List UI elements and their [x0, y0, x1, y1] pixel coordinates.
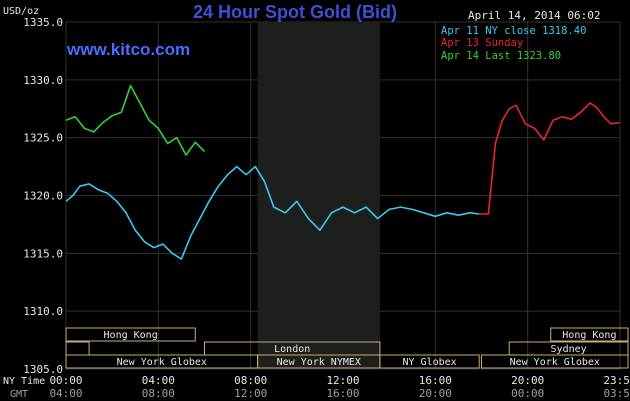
market-session-box [550, 327, 629, 342]
chart-title: 24 Hour Spot Gold (Bid) [193, 2, 397, 22]
x-tick-label-ny: 08:00 [234, 374, 267, 387]
market-session-box [65, 327, 196, 342]
market-session-label: New York Globex [510, 357, 600, 368]
legend-item-last: Apr 14 Last 1323.80 [441, 50, 561, 62]
market-session-label: Sydney [551, 344, 587, 355]
market-session-label: NY Globex [402, 357, 456, 368]
x-tick-label-ny: 12:00 [326, 374, 359, 387]
legend-item-ny-close: Apr 11 NY close 1318.40 [441, 25, 586, 37]
site-url-label: www.kitco.com [66, 40, 190, 59]
x-tick-label-ny: 16:00 [419, 374, 452, 387]
market-session-box [379, 354, 480, 369]
x-tick-label-ny: 04:00 [142, 374, 175, 387]
y-tick-label: 1315.0 [23, 247, 63, 260]
legend-item-sunday: Apr 13 Sunday [441, 37, 523, 49]
series-line-last [65, 84, 206, 156]
x-tick-label-gmt: 03:59 [603, 387, 630, 400]
x-tick-label-ny: 23:59 [603, 374, 630, 387]
y-tick-label: 1330.0 [23, 74, 63, 87]
nymex-session-shade [257, 22, 380, 369]
series-line-ny-close [65, 165, 480, 260]
x-tick-label-ny: 20:00 [511, 374, 544, 387]
market-session-label: New York Globex [117, 357, 207, 368]
x-tick-label-gmt: 16:00 [326, 387, 359, 400]
chart-legend: Apr 11 NY close 1318.40 Apr 13 Sunday Ap… [441, 25, 586, 62]
market-session-box [481, 354, 629, 369]
chart-date-label: April 14, 2014 06:02 [468, 9, 600, 22]
y-tick-label: 1305.0 [23, 363, 63, 376]
y-tick-label: 1335.0 [23, 16, 63, 29]
gmt-row-label: GMT [10, 389, 28, 400]
y-tick-label: 1320.0 [23, 190, 63, 203]
y-tick-label: 1310.0 [23, 305, 63, 318]
ny-time-row-label: NY Time [3, 376, 45, 387]
market-session-label: Hong Kong [104, 330, 158, 341]
x-tick-label-ny: 00:00 [49, 374, 82, 387]
x-tick-label-gmt: 12:00 [234, 387, 267, 400]
y-axis-unit-label: USD/oz [3, 6, 39, 17]
x-tick-label-gmt: 04:00 [49, 387, 82, 400]
x-tick-label-gmt: 20:00 [419, 387, 452, 400]
y-tick-label: 1325.0 [23, 132, 63, 145]
x-tick-label-gmt: 00:00 [511, 387, 544, 400]
series-line-sunday [479, 102, 620, 215]
x-tick-label-gmt: 08:00 [142, 387, 175, 400]
market-session-label: New York NYMEX [277, 357, 361, 368]
market-session-label: Hong Kong [562, 330, 616, 341]
market-session-label: London [274, 344, 310, 355]
